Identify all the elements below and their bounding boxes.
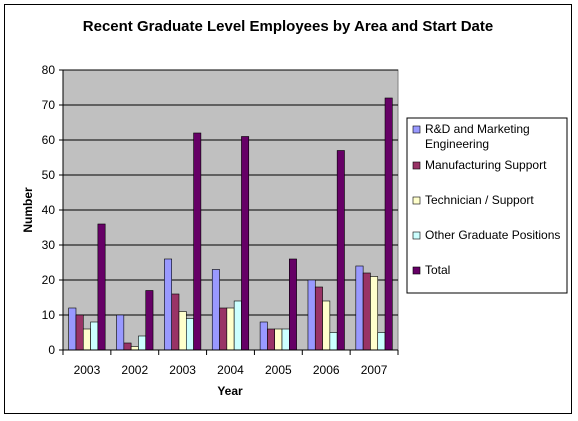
bar	[307, 279, 316, 351]
bar	[370, 276, 379, 351]
bar	[226, 307, 235, 351]
bar	[259, 321, 268, 351]
x-tick-label: 2007	[361, 363, 388, 377]
bar	[281, 328, 290, 351]
legend-label: Other Graduate Positions	[425, 228, 560, 242]
bar	[82, 328, 91, 351]
bar	[336, 150, 345, 351]
bar	[219, 307, 228, 351]
y-tick-labels: 0 10 20 30 40 50 60 70 80	[42, 63, 56, 357]
bar	[241, 136, 250, 351]
legend-swatch	[412, 196, 421, 205]
bar	[289, 258, 297, 351]
bars	[68, 97, 393, 351]
x-tick-label: 2006	[313, 363, 340, 377]
bar	[185, 318, 194, 351]
x-tick-labels: 2003 2002 2003 2004 2005 2006 2007	[74, 363, 388, 377]
bar	[211, 269, 220, 351]
x-tick-label: 2002	[121, 363, 148, 377]
y-tick-label: 60	[42, 133, 56, 147]
y-tick-label: 80	[42, 63, 56, 77]
legend-swatch	[412, 125, 421, 134]
bar	[75, 314, 84, 351]
x-tick-label: 2003	[169, 363, 196, 377]
bar	[377, 332, 386, 351]
bar	[90, 321, 99, 351]
legend-label: Manufacturing Support	[425, 158, 547, 172]
axes	[59, 69, 399, 355]
bar	[138, 335, 147, 351]
y-tick-label: 10	[42, 308, 56, 322]
bar	[97, 223, 106, 351]
y-tick-label: 30	[42, 238, 56, 252]
legend-swatch	[412, 231, 421, 240]
y-tick-label: 0	[48, 343, 55, 357]
bar	[178, 311, 187, 351]
bar	[384, 97, 393, 351]
legend	[406, 117, 568, 294]
bar	[116, 314, 125, 351]
bar	[362, 272, 371, 351]
bar	[314, 286, 323, 351]
bar	[233, 300, 242, 351]
legend-label: R&D and Marketing Engineering	[425, 122, 530, 151]
x-tick-label: 2004	[217, 363, 244, 377]
y-axis-title: Number	[21, 187, 35, 233]
bar	[123, 342, 132, 351]
bar	[193, 132, 202, 351]
bar	[329, 332, 338, 351]
bar	[130, 346, 139, 351]
bar	[68, 307, 77, 351]
bar	[274, 328, 283, 351]
legend-label: Technician / Support	[425, 193, 534, 207]
chart-title: Recent Graduate Level Employees by Area …	[83, 18, 493, 35]
legend-swatch	[412, 161, 421, 170]
x-tick-label: 2003	[74, 363, 101, 377]
legend-entries: R&D and Marketing Engineering Manufacturin…	[412, 122, 560, 277]
bar	[355, 265, 364, 351]
bar	[171, 293, 180, 351]
legend-label: Total	[425, 263, 450, 277]
y-tick-label: 70	[42, 98, 56, 112]
bar	[164, 258, 172, 351]
x-axis-title: Year	[217, 384, 243, 398]
y-tick-label: 50	[42, 168, 56, 182]
y-tick-label: 20	[42, 273, 56, 287]
bar	[267, 328, 276, 351]
bar	[145, 290, 154, 351]
bar	[322, 300, 331, 351]
y-tick-label: 40	[42, 203, 56, 217]
legend-swatch	[412, 266, 421, 275]
x-tick-label: 2005	[265, 363, 292, 377]
